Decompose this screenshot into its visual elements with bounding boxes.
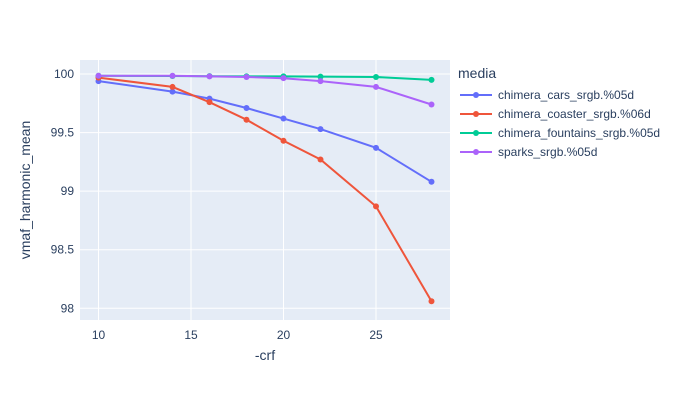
data-point[interactable] [169,72,176,79]
x-axis-title: -crf [255,347,275,363]
y-axis-title: vmaf_harmonic_mean [17,121,33,260]
legend-items[interactable]: chimera_cars_srgb.%05d chimera_coaster_sr… [460,88,660,159]
legend-label: chimera_coaster_srgb.%06d [498,107,651,121]
legend-label: sparks_srgb.%05d [498,145,597,159]
y-tick-label: 98.5 [51,243,75,257]
data-point[interactable] [317,156,324,163]
legend-label: chimera_fountains_srgb.%05d [498,126,660,140]
data-point[interactable] [280,75,287,82]
data-point[interactable] [373,83,379,90]
data-point[interactable] [243,116,250,123]
legend[interactable]: media chimera_cars_srgb.%05d chimera_coas… [458,65,660,159]
data-point[interactable] [95,72,102,79]
data-point[interactable] [206,73,213,80]
data-point[interactable] [428,298,435,305]
data-point[interactable] [373,203,379,210]
data-point[interactable] [169,88,176,95]
y-gridlines [80,73,450,309]
x-tick-label: 10 [92,328,106,342]
legend-item[interactable]: chimera_coaster_srgb.%06d [460,107,651,121]
legend-item[interactable]: chimera_cars_srgb.%05d [460,88,634,102]
series-line [98,80,433,183]
series-3 [95,72,435,108]
x-tick-labels: 10 15 20 25 [92,328,383,342]
data-point[interactable] [317,126,324,133]
data-point[interactable] [317,73,324,80]
data-point[interactable] [243,105,250,112]
y-tick-label: 100 [54,67,74,81]
legend-item[interactable]: sparks_srgb.%05d [460,145,597,159]
plot-area [80,60,450,320]
data-point[interactable] [243,73,250,80]
data-point[interactable] [428,178,435,185]
legend-swatch-marker [473,149,479,155]
x-tick-label: 15 [184,328,198,342]
y-tick-label: 98 [61,301,75,315]
legend-title: media [458,65,496,81]
series-line [98,74,432,106]
x-tick-label: 20 [277,328,291,342]
data-point[interactable] [373,73,379,80]
legend-item[interactable]: chimera_fountains_srgb.%05d [460,126,660,140]
x-tick-label: 25 [369,328,383,342]
data-point[interactable] [280,137,287,144]
series-line [98,76,433,302]
x-gridlines [98,60,377,320]
legend-swatch-marker [473,92,479,98]
y-tick-labels: 98 98.5 99 99.5 100 [51,67,75,315]
y-tick-label: 99 [61,184,75,198]
data-point[interactable] [169,83,176,90]
data-point[interactable] [206,99,213,106]
data-point[interactable] [373,144,379,151]
series-0 [95,78,435,185]
data-point[interactable] [428,76,435,83]
data-point[interactable] [317,78,324,85]
data-point[interactable] [280,115,287,122]
series-layer [95,72,435,305]
y-tick-label: 99.5 [51,126,75,140]
legend-label: chimera_cars_srgb.%05d [498,88,634,102]
data-point[interactable] [428,101,435,108]
legend-swatch-marker [473,130,479,136]
legend-swatch-marker [473,111,479,117]
